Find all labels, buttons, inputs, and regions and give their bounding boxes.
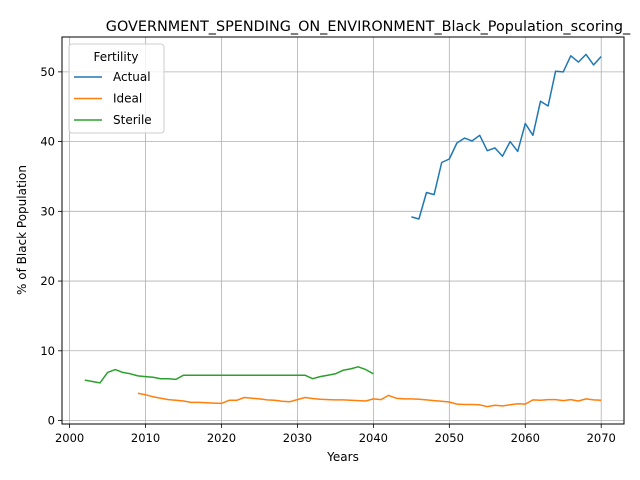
y-tick-label: 0 <box>48 414 55 428</box>
legend: Fertility Actual Ideal Sterile <box>68 43 165 134</box>
y-tick-label: 10 <box>40 344 55 358</box>
x-tick-label: 2060 <box>511 431 540 445</box>
chart-title: GOVERNMENT_SPENDING_ON_ENVIRONMENT_Black… <box>106 19 631 35</box>
plot-frame <box>61 36 625 425</box>
x-tick-label: 2030 <box>283 431 312 445</box>
legend-label-ideal: Ideal <box>113 92 142 106</box>
series-line-actual <box>411 53 602 220</box>
y-tick-label: 40 <box>40 135 55 149</box>
y-axis-label: % of Black Population <box>15 165 29 295</box>
legend-label-sterile: Sterile <box>113 113 152 127</box>
series-line-ideal <box>137 392 602 408</box>
x-axis-label: Years <box>326 450 359 464</box>
x-tick-label: 2010 <box>131 431 160 445</box>
legend-entries: Actual Ideal Sterile <box>74 70 152 127</box>
series-line-sterile <box>84 366 374 384</box>
legend-box <box>68 43 165 134</box>
x-tick-label: 2000 <box>55 431 84 445</box>
x-tick-label: 2020 <box>207 431 236 445</box>
x-tick-label: 2050 <box>435 431 464 445</box>
grid <box>62 37 624 424</box>
y-tick-label: 30 <box>40 204 55 218</box>
y-tick-label: 50 <box>40 65 55 79</box>
x-tick-label: 2040 <box>359 431 388 445</box>
legend-label-actual: Actual <box>113 70 151 84</box>
legend-title: Fertility <box>93 50 138 64</box>
y-axis: 0 10 20 30 40 50 <box>40 65 62 428</box>
x-axis: 2000 2010 2020 2030 2040 2050 2060 2070 <box>55 424 616 445</box>
y-tick-label: 20 <box>40 274 55 288</box>
series-layer <box>84 53 602 408</box>
x-tick-label: 2070 <box>587 431 616 445</box>
